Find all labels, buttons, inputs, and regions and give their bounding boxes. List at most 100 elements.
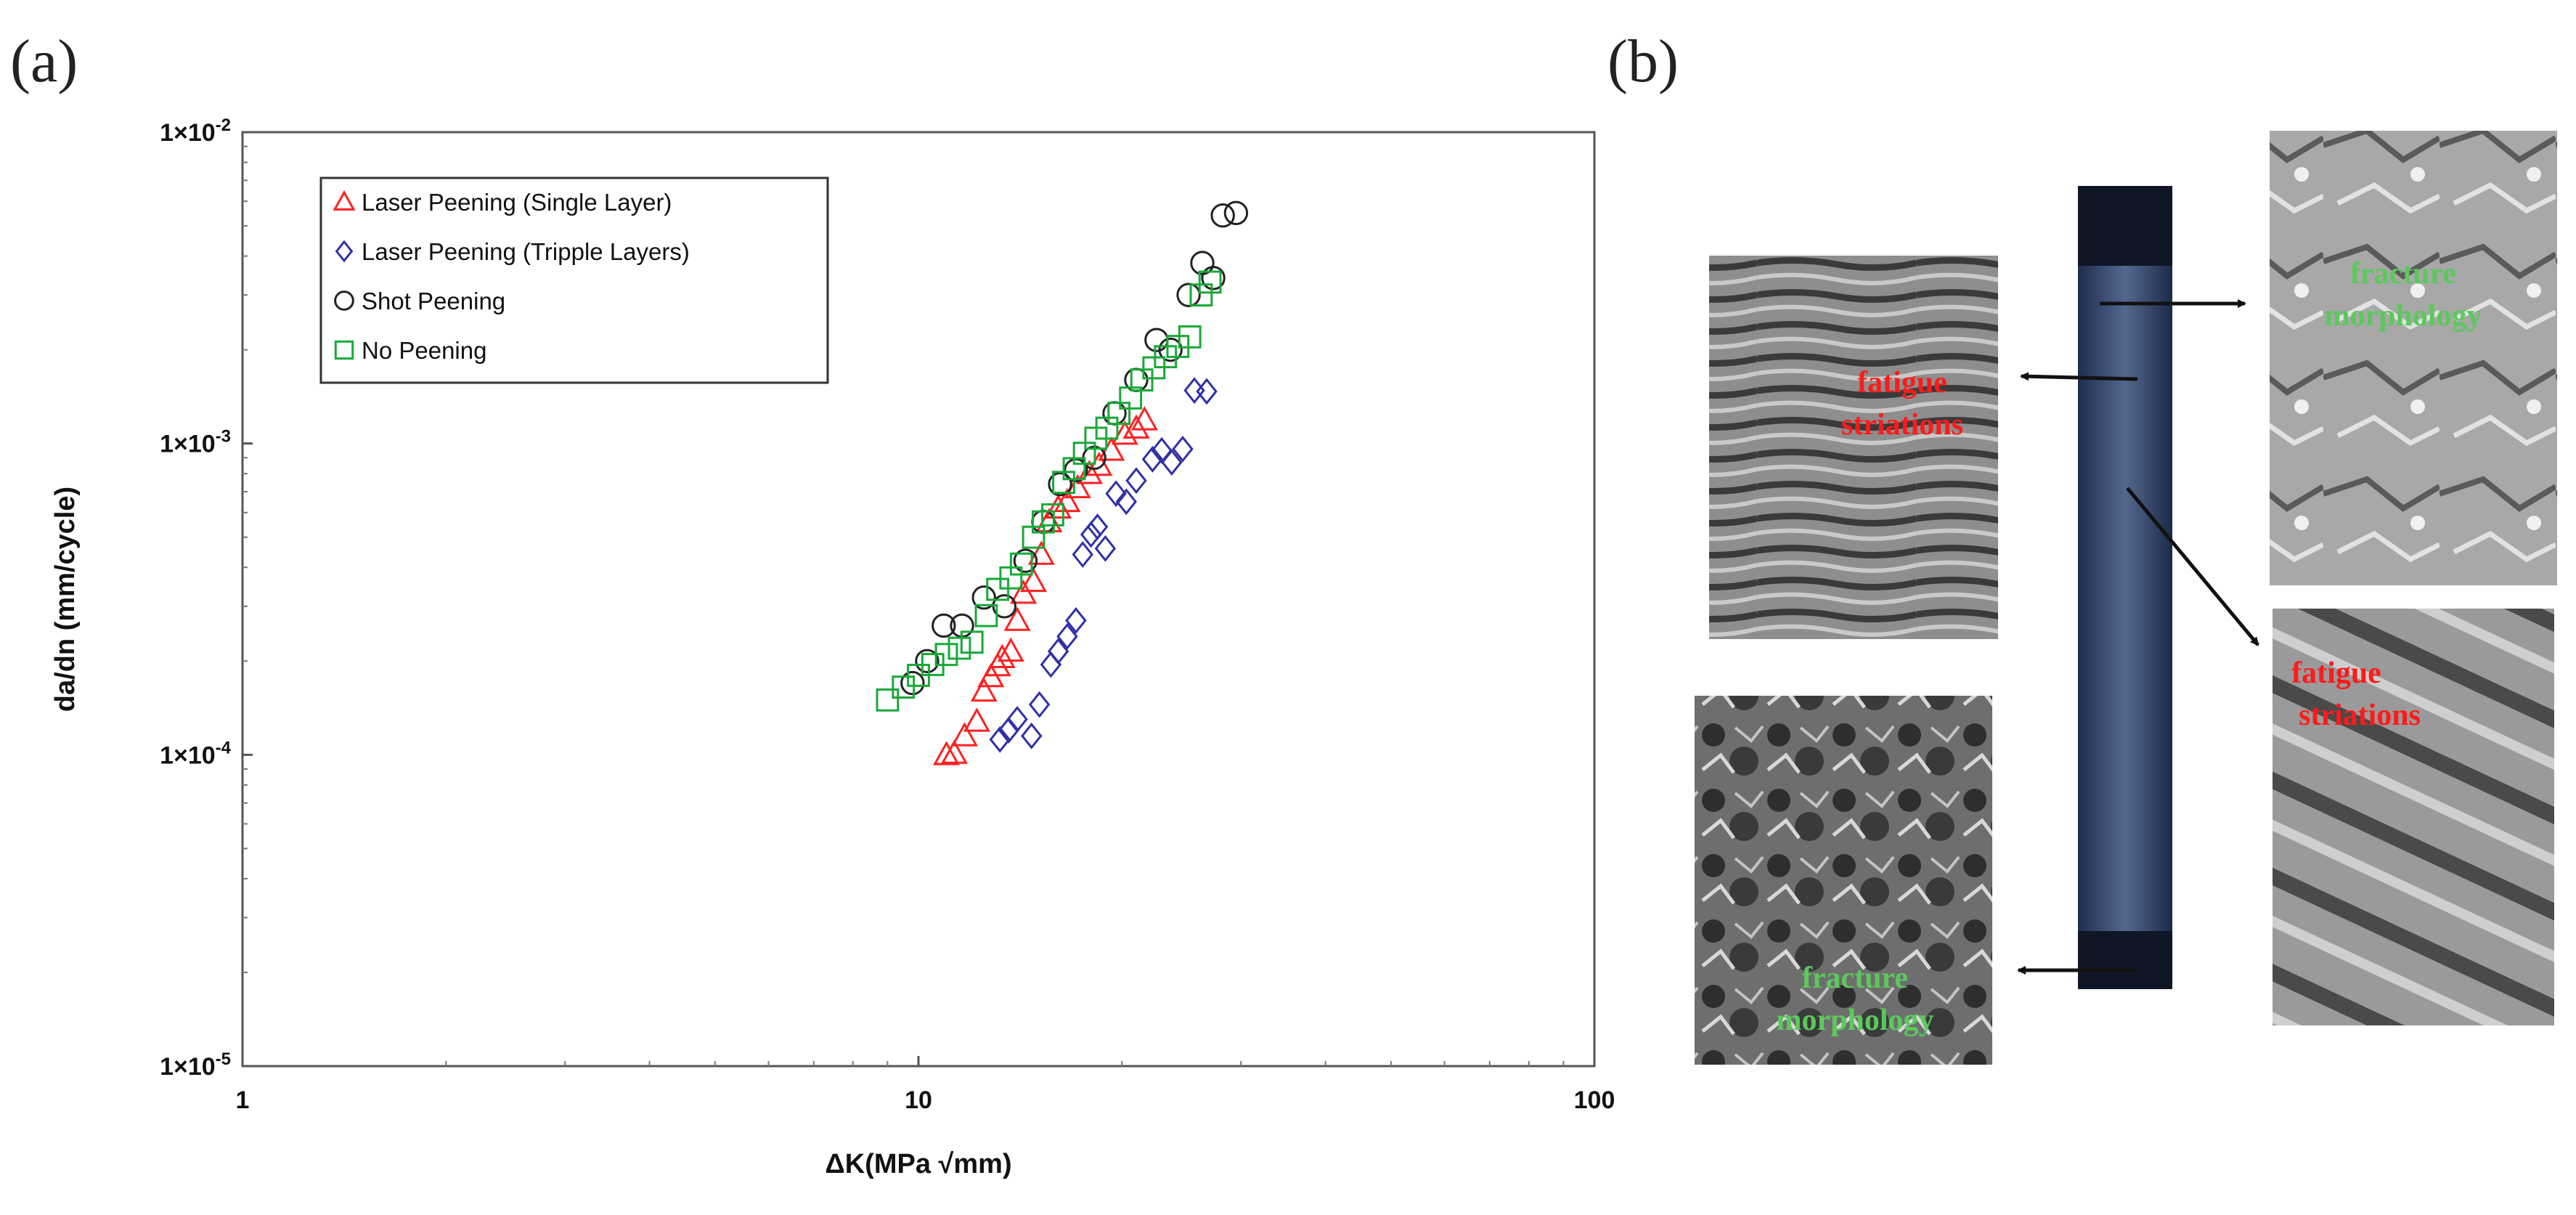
data-point <box>1047 638 1069 665</box>
data-point <box>1009 552 1033 576</box>
data-point <box>1056 622 1078 650</box>
data-point <box>998 716 1020 744</box>
data-point <box>876 688 900 712</box>
legend-label: Laser Peening (Single Layer) <box>362 189 672 216</box>
data-point <box>1176 283 1201 307</box>
photo-mid-right <box>2273 609 2554 1025</box>
data-point <box>1210 203 1235 228</box>
data-point <box>947 636 971 660</box>
x-axis-label: ΔK(MPa √mm) <box>825 1149 1011 1179</box>
legend: Laser Peening (Single Layer) Laser Peenin… <box>319 176 829 384</box>
y-axis-label: da/dn (mm/cycle) <box>50 487 81 712</box>
data-point <box>1130 406 1158 431</box>
data-point <box>1041 503 1064 527</box>
photo-top-left <box>1709 256 1998 639</box>
data-point <box>1107 402 1131 426</box>
legend-marker <box>335 240 354 263</box>
specimen-bottom-end <box>2078 931 2172 989</box>
legend-marker <box>333 190 356 211</box>
y-axis-ticks: 1×10-5 1×10-4 1×10-3 1×10-2 <box>160 115 253 1081</box>
data-point <box>1122 414 1150 439</box>
x-tick-label: 10 <box>905 1086 932 1114</box>
data-point <box>1010 579 1038 604</box>
data-point <box>1125 467 1147 495</box>
photo-top-right-label-1: fracture <box>2350 257 2456 290</box>
data-point <box>997 637 1024 662</box>
photo-top-left-label-2: striations <box>1841 408 1963 442</box>
data-point <box>915 649 939 673</box>
data-point <box>1141 445 1164 473</box>
specimen-top-end <box>2078 186 2172 266</box>
data-point <box>1013 548 1038 573</box>
data-point <box>1223 200 1249 225</box>
photo-bottom-left-label-2: morphology <box>1776 1004 1933 1037</box>
photo-bottom-left <box>1695 696 1992 1065</box>
data-point <box>1161 449 1183 476</box>
data-point <box>1115 488 1137 516</box>
data-point <box>1019 567 1048 593</box>
x-tick-label: 100 <box>1574 1086 1615 1114</box>
data-point <box>1003 606 1031 631</box>
x-axis-ticks: 1 10 100 <box>236 1056 1615 1114</box>
y-tick-label: 1×10-5 <box>160 1049 231 1081</box>
y-tick-label: 1×10-2 <box>160 115 231 147</box>
data-point <box>992 594 1017 619</box>
arrow-to-mid-right <box>2126 487 2259 646</box>
chart-panel: 1×10-5 1×10-4 1×10-3 1×10-2 1 10 100 da/dn (m… <box>50 115 1615 1179</box>
data-point <box>1111 420 1138 445</box>
data-point <box>989 726 1011 753</box>
data-point <box>1021 722 1043 749</box>
data-point <box>1086 513 1109 540</box>
data-point <box>940 739 968 764</box>
data-point <box>892 675 916 699</box>
photo-top-right-label-2: morphology <box>2324 299 2482 333</box>
data-point <box>1075 460 1103 484</box>
fractography-panel: fatigue striations fracture morphology f… <box>1695 131 2557 1065</box>
photo-bottom-left-label-1: fracture <box>1802 962 1908 995</box>
data-point <box>960 630 984 654</box>
legend-box <box>319 176 829 384</box>
data-point <box>971 585 996 610</box>
data-point <box>1053 487 1081 513</box>
data-point <box>1094 535 1117 562</box>
arrow-to-top-left <box>2020 372 2138 381</box>
specimen-strip <box>2078 186 2172 989</box>
data-point <box>934 643 958 667</box>
data-point <box>1201 266 1226 290</box>
data-point <box>1028 691 1051 718</box>
panel-label-b: (b) <box>1607 28 1679 95</box>
y-tick-label: 1×10-4 <box>160 738 232 769</box>
legend-items: Laser Peening (Single Layer) Laser Peenin… <box>333 189 690 364</box>
data-point <box>1027 540 1055 565</box>
data-point <box>974 604 998 627</box>
x-tick-label: 1 <box>236 1086 250 1114</box>
data-point <box>1172 435 1194 463</box>
y-tick-label: 1×10-3 <box>160 427 231 458</box>
data-point <box>1048 472 1072 497</box>
data-point <box>1196 378 1218 405</box>
data-point <box>1178 325 1202 349</box>
panel-label-a: (a) <box>10 28 78 95</box>
legend-marker <box>334 290 354 311</box>
data-point <box>963 707 990 732</box>
photo-top-left-label-1: fatigue <box>1857 366 1947 399</box>
legend-label: Laser Peening (Tripple Layers) <box>362 238 690 265</box>
data-point <box>1080 521 1102 548</box>
chart-series <box>876 200 1249 765</box>
data-point <box>932 613 956 638</box>
legend-label: Shot Peening <box>362 288 505 314</box>
data-point <box>1189 283 1213 307</box>
data-point <box>1198 270 1222 294</box>
data-point <box>1006 706 1028 733</box>
data-point <box>950 722 979 747</box>
legend-marker <box>334 340 354 360</box>
data-point <box>1158 337 1183 362</box>
data-point <box>1130 368 1154 392</box>
data-point <box>1105 480 1127 508</box>
data-point <box>970 677 998 702</box>
data-point <box>988 643 1016 668</box>
photo-top-right <box>2270 131 2557 585</box>
series-diamond <box>989 377 1218 753</box>
photo-mid-right-label-1: fatigue <box>2291 657 2381 690</box>
